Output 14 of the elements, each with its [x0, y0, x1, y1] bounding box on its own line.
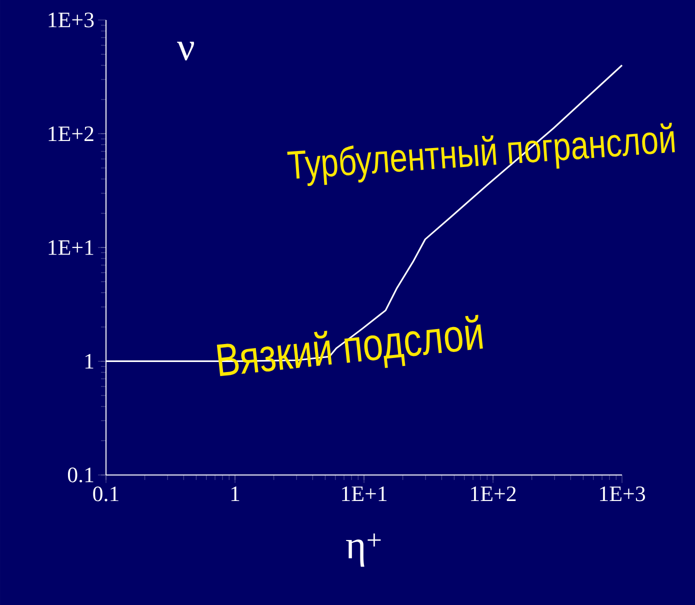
y-tick-label: 1 — [85, 354, 94, 368]
y-tick-label: 0.1 — [68, 468, 94, 482]
y-tick-label: 1E+3 — [48, 12, 94, 28]
x-tick-label: 1E+1 — [342, 486, 387, 501]
x-tick-label: 1E+2 — [471, 486, 516, 501]
y-axis-title: ν — [177, 42, 194, 60]
x-tick-label: 1E+3 — [600, 486, 646, 502]
x-axis-title: η$^{+}$ — [346, 534, 381, 567]
x-tick-label: 1 — [231, 486, 240, 501]
y-tick-label: 1E+1 — [48, 240, 94, 255]
x-tick-label: 0.1 — [93, 486, 118, 502]
annotation: Турбулентный погранслой — [287, 122, 675, 186]
y-tick-label: 1E+2 — [48, 126, 94, 141]
annotation: Вязкий подслой — [216, 314, 483, 376]
